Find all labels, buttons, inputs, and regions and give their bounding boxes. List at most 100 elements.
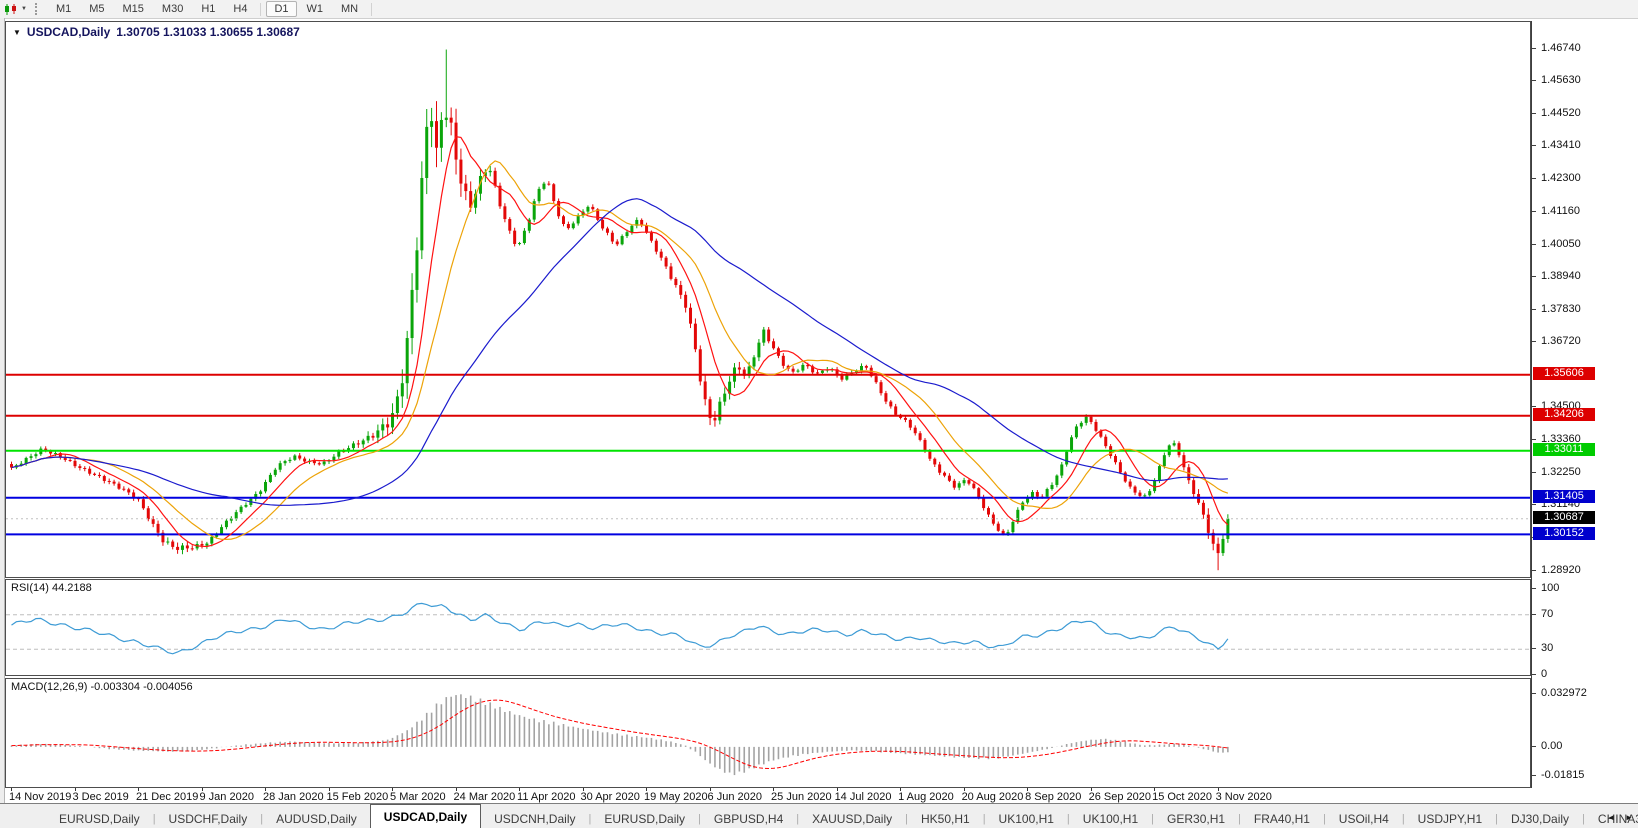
- macd-signal-line: [11, 699, 1228, 770]
- date-label: 11 Apr 2020: [517, 791, 576, 803]
- toolbar-grip[interactable]: [34, 3, 40, 15]
- timeframe-button-h1[interactable]: H1: [201, 3, 216, 15]
- price-axis-tick-mark: [1532, 145, 1536, 147]
- price-badge-1-34206: 1.34206: [1533, 408, 1595, 422]
- chart-tab-xauusd-daily[interactable]: XAUUSD,Daily: [812, 811, 893, 826]
- date-label: 15 Feb 2020: [326, 791, 389, 803]
- macd-panel[interactable]: MACD(12,26,9) -0.003304 -0.004056: [5, 678, 1531, 788]
- price-axis-tick-label: 1.37830: [1541, 302, 1581, 315]
- main-chart-panel[interactable]: ▼ USDCAD,Daily 1.30705 1.31033 1.30655 1…: [5, 21, 1531, 578]
- chart-tab-ger30-h1[interactable]: GER30,H1: [1167, 811, 1226, 826]
- tab-scroll-right-icon[interactable]: ►: [1625, 813, 1633, 822]
- chart-tab-usoil-h4[interactable]: USOil,H4: [1338, 811, 1389, 826]
- date-label: 28 Jan 2020: [263, 791, 324, 803]
- date-tick-mark: [392, 788, 394, 791]
- date-tick-mark: [328, 788, 330, 791]
- chart-tab-usdcnh-daily[interactable]: USDCNH,Daily: [494, 811, 576, 826]
- date-label: 21 Dec 2019: [136, 791, 199, 803]
- rsi-axis-tick-mark: [1532, 588, 1536, 589]
- chart-tab-uk100-h1[interactable]: UK100,H1: [998, 811, 1054, 826]
- timeframe-button-m5[interactable]: M5: [89, 3, 105, 15]
- tab-separator: |: [1582, 812, 1585, 825]
- chart-tab-gbpusd-h4[interactable]: GBPUSD,H4: [713, 811, 784, 826]
- price-axis-tick-label: 1.42300: [1541, 171, 1581, 184]
- date-label: 14 Nov 2019: [9, 791, 72, 803]
- price-axis-tick-label: 1.45630: [1541, 74, 1581, 87]
- fast-ma-line: [11, 136, 1229, 548]
- chart-type-icon[interactable]: ▼: [3, 3, 27, 16]
- date-label: 20 Aug 2020: [961, 791, 1024, 803]
- candlesticks: [10, 49, 1230, 571]
- price-badge-1-33011: 1.33011: [1533, 443, 1595, 457]
- date-label: 3 Nov 2020: [1215, 791, 1272, 803]
- chart-menu-caret[interactable]: ▼: [13, 27, 21, 37]
- chart-tab-audusd-daily[interactable]: AUDUSD,Daily: [276, 811, 357, 826]
- date-label: 5 Mar 2020: [390, 791, 446, 803]
- price-axis-tick-label: 1.46740: [1541, 41, 1581, 54]
- rsi-axis-tick-label: 70: [1541, 607, 1554, 620]
- timeframe-buttons: M1 M5 M15 M30 H1 H4 D1 W1 MN: [47, 0, 376, 18]
- price-axis-tick-mark: [1532, 308, 1536, 310]
- timeframe-button-m1[interactable]: M1: [55, 3, 72, 15]
- tab-separator: |: [1066, 812, 1070, 825]
- chart-type-dropdown-caret[interactable]: ▼: [21, 6, 27, 12]
- date-tick-mark: [773, 788, 775, 791]
- chart-tab-usdcad-daily[interactable]: USDCAD,Daily: [369, 804, 482, 828]
- chart-tab-china300-h1[interactable]: CHINA300,H1: [1597, 811, 1638, 826]
- slow-ma-line: [11, 198, 1228, 506]
- tab-separator: |: [905, 812, 908, 825]
- price-badge-1-35606: 1.35606: [1533, 367, 1595, 381]
- date-tick-mark: [1154, 788, 1156, 791]
- timeframe-button-d1[interactable]: D1: [266, 1, 297, 17]
- price-axis-tick-label: 1.40050: [1541, 237, 1581, 250]
- chart-tab-uk100-h1[interactable]: UK100,H1: [1082, 811, 1139, 826]
- macd-canvas[interactable]: [6, 679, 1530, 787]
- date-label: 30 Apr 2020: [580, 791, 640, 803]
- rsi-label: RSI(14) 44.2188: [11, 582, 92, 594]
- timeframe-button-m30[interactable]: M30: [161, 3, 184, 15]
- chart-tab-hk50-h1[interactable]: HK50,H1: [920, 811, 970, 826]
- chart-tab-usdchf-daily[interactable]: USDCHF,Daily: [168, 811, 248, 826]
- date-axis[interactable]: 14 Nov 2019 3 Dec 2019 21 Dec 2019 9 Jan 20…: [5, 788, 1638, 805]
- macd-axis-tick-mark: [1532, 693, 1536, 694]
- price-axis-tick-label: 1.36720: [1541, 335, 1581, 348]
- timeframe-button-mn[interactable]: MN: [341, 3, 359, 15]
- chart-tab-dj30-daily[interactable]: DJ30,Daily: [1511, 811, 1570, 826]
- chart-symbol-label: USDCAD,Daily: [26, 25, 111, 39]
- chart-tab-eurusd-daily[interactable]: EURUSD,Daily: [59, 811, 140, 826]
- date-label: 26 Sep 2020: [1088, 791, 1151, 803]
- window-left-edge: [0, 18, 5, 828]
- price-badge-1-31405: 1.31405: [1533, 490, 1595, 504]
- toolbar: ▼ M1 M5 M15 M30 H1 H4 D1 W1 MN: [0, 0, 1638, 19]
- price-axis[interactable]: 1.46740 1.45630 1.44520 1.43410 1.42300 1.411…: [1531, 21, 1638, 788]
- tab-separator: |: [1401, 812, 1405, 825]
- rsi-axis-tick-label: 30: [1541, 642, 1554, 655]
- chart-title: ▼ USDCAD,Daily 1.30705 1.31033 1.30655 1…: [13, 25, 300, 39]
- date-tick-mark: [519, 788, 521, 791]
- timeframe-button-m15[interactable]: M15: [122, 3, 144, 15]
- price-badge-1-30152: 1.30152: [1533, 526, 1595, 540]
- price-axis-tick-mark: [1532, 211, 1536, 213]
- price-axis-tick-label: 1.43410: [1541, 139, 1581, 152]
- chart-tab-usdjpy-h1[interactable]: USDJPY,H1: [1417, 811, 1483, 826]
- timeframe-button-w1[interactable]: W1: [306, 3, 324, 15]
- main-chart-canvas[interactable]: [6, 22, 1530, 577]
- timeframe-button-h4[interactable]: H4: [233, 3, 248, 15]
- rsi-line: [11, 602, 1229, 655]
- macd-axis-tick-label: 0.00: [1541, 739, 1563, 752]
- date-label: 14 Jul 2020: [834, 791, 892, 803]
- chart-tab-eurusd-daily[interactable]: EURUSD,Daily: [604, 811, 686, 826]
- chart-ohlc-values: 1.30705 1.31033 1.30655 1.30687: [116, 25, 300, 39]
- rsi-axis-tick-mark: [1532, 613, 1536, 615]
- rsi-panel[interactable]: RSI(14) 44.2188: [5, 579, 1531, 676]
- rsi-axis-tick-label: 0: [1541, 668, 1548, 680]
- rsi-canvas[interactable]: [6, 580, 1530, 675]
- date-tick-mark: [1217, 788, 1219, 791]
- date-tick-mark: [74, 788, 76, 791]
- chart-tab-fra40-h1[interactable]: FRA40,H1: [1253, 811, 1310, 826]
- macd-axis-tick-mark: [1532, 745, 1536, 747]
- price-axis-tick-label: 1.38940: [1541, 270, 1581, 283]
- tab-scroll-left-icon[interactable]: ◄: [1607, 813, 1616, 822]
- tab-separator: |: [698, 812, 701, 825]
- rsi-axis-tick-mark: [1532, 674, 1536, 675]
